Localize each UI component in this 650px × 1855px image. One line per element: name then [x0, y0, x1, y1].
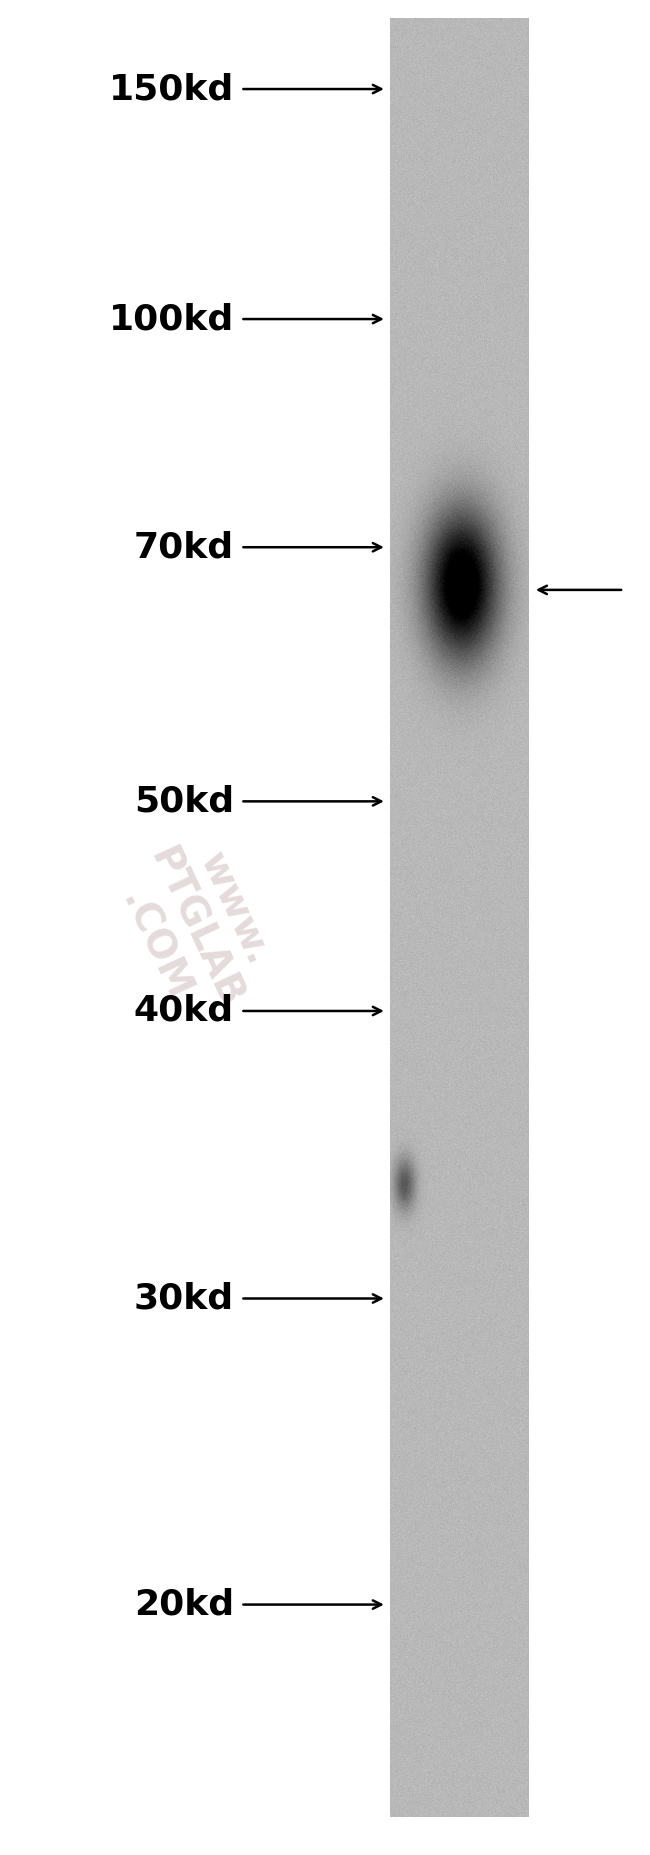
Text: 40kd: 40kd — [134, 994, 234, 1028]
Text: 100kd: 100kd — [109, 302, 234, 336]
Text: 150kd: 150kd — [109, 72, 234, 106]
Text: 30kd: 30kd — [134, 1282, 234, 1315]
Text: 50kd: 50kd — [134, 785, 234, 818]
Text: 20kd: 20kd — [134, 1588, 234, 1621]
Text: 70kd: 70kd — [134, 531, 234, 564]
Text: www.
PTGLAB
.COM: www. PTGLAB .COM — [101, 824, 289, 1031]
